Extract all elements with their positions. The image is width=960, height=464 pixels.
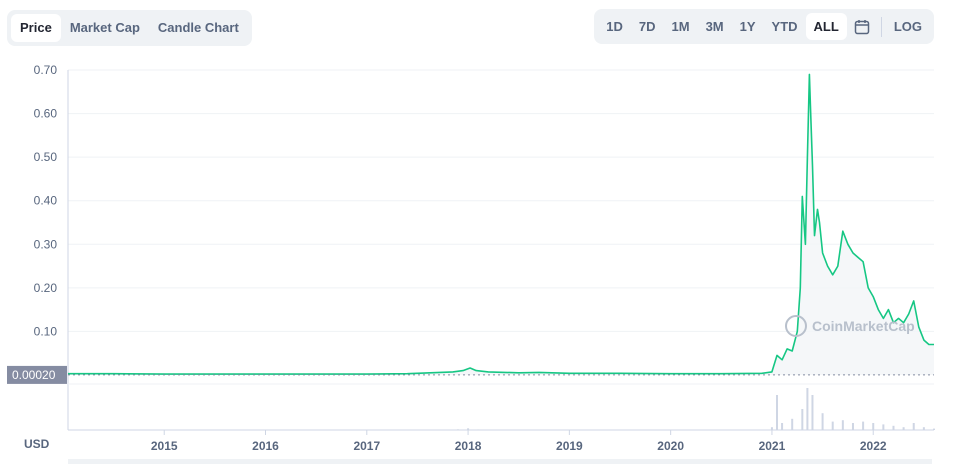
volume-bar xyxy=(456,429,459,430)
range-1y[interactable]: 1Y xyxy=(739,19,756,34)
range-ytd[interactable]: YTD xyxy=(771,19,798,34)
volume-bar xyxy=(821,413,824,430)
volume-bar xyxy=(770,427,773,430)
grid-lines xyxy=(67,69,934,431)
volume-bar xyxy=(862,421,865,430)
tab-price[interactable]: Price xyxy=(11,14,61,42)
range-buttons: 1D 7D 1M 3M 1Y YTD ALL xyxy=(598,13,847,40)
tab-candle-chart[interactable]: Candle Chart xyxy=(157,20,239,35)
volume-bar xyxy=(831,421,834,430)
volume-bar xyxy=(841,420,844,430)
volume-bar xyxy=(801,409,804,430)
volume-bar xyxy=(912,423,915,430)
volume-bar xyxy=(776,395,779,430)
calendar-icon xyxy=(854,19,870,34)
watermark: CoinMarketCap xyxy=(785,315,915,337)
volume-bars xyxy=(456,388,935,430)
range-1m[interactable]: 1M xyxy=(671,19,690,34)
range-all[interactable]: ALL xyxy=(805,13,847,40)
calendar-button[interactable] xyxy=(847,13,877,40)
coinmarketcap-logo-icon xyxy=(785,315,807,337)
volume-bar xyxy=(467,428,470,430)
y-tick-label: 0.50 xyxy=(34,150,58,164)
y-tick-label: 0.40 xyxy=(34,194,58,208)
price-line xyxy=(68,73,934,375)
y-tick-label: 0.60 xyxy=(34,107,58,121)
x-tick-label: 2016 xyxy=(252,439,279,453)
volume-bar xyxy=(922,427,925,430)
x-tick-label: 2019 xyxy=(556,439,583,453)
range-separator xyxy=(880,16,882,37)
range-7d[interactable]: 7D xyxy=(638,19,656,34)
x-tick-label: 2018 xyxy=(455,439,482,453)
volume-bar xyxy=(872,423,875,430)
volume-bar xyxy=(902,427,905,430)
x-tick-label: 2022 xyxy=(860,439,887,453)
y-tick-label: 0.10 xyxy=(34,324,58,338)
current-price-badge: 0.00020 xyxy=(7,365,67,384)
x-tick-label: 2021 xyxy=(759,439,786,453)
current-price-badge-bg xyxy=(7,365,67,384)
y-tick-label: 0.70 xyxy=(34,63,58,77)
watermark-text: CoinMarketCap xyxy=(812,318,915,334)
chart-type-tabs: Price Market Cap Candle Chart xyxy=(7,10,252,46)
x-tick-label: 2017 xyxy=(353,439,380,453)
x-tick-label: 2015 xyxy=(151,439,178,453)
volume-bar xyxy=(892,425,895,430)
x-axis: 2015 2016 2017 2018 2019 2020 2021 2022 xyxy=(151,430,887,453)
volume-bar xyxy=(806,388,809,430)
currency-label: USD xyxy=(24,437,50,451)
volume-bar xyxy=(851,423,854,430)
volume-bar xyxy=(477,429,480,430)
range-navigator[interactable] xyxy=(68,459,932,464)
range-1d[interactable]: 1D xyxy=(606,19,623,34)
y-tick-label: 0.20 xyxy=(34,281,58,295)
time-range-selector: 1D 7D 1M 3M 1Y YTD ALL LOG xyxy=(594,9,934,44)
volume-bar xyxy=(882,424,885,430)
range-3m[interactable]: 3M xyxy=(705,19,724,34)
volume-bar xyxy=(811,395,814,430)
y-tick-label: 0.30 xyxy=(34,237,58,251)
price-area xyxy=(68,74,934,376)
y-axis: 0.70 0.60 0.50 0.40 0.30 0.20 0.10 xyxy=(34,63,58,338)
volume-bar xyxy=(933,428,935,430)
tab-market-cap[interactable]: Market Cap xyxy=(69,20,140,35)
x-tick-label: 2020 xyxy=(657,439,684,453)
current-price-label: 0.00020 xyxy=(12,368,56,382)
volume-bar xyxy=(781,423,784,430)
log-scale-toggle[interactable]: LOG xyxy=(893,19,922,34)
volume-bar xyxy=(791,418,794,430)
